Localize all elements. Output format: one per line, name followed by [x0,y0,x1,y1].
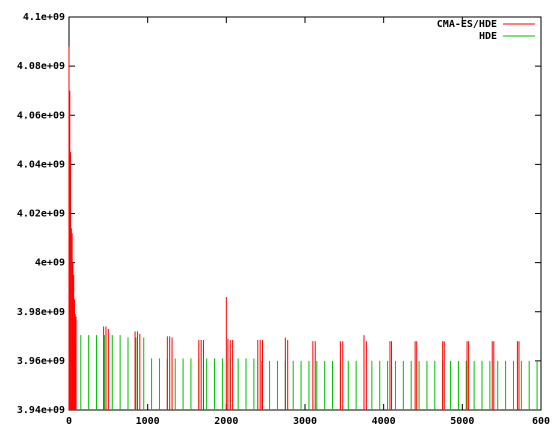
y-tick-label: 3.94e+09 [17,405,65,416]
x-tick-label: 2000 [214,416,238,426]
x-tick-label: 1000 [136,416,160,426]
legend-label: CMA-ES/HDE [437,19,497,30]
x-tick-label: 5000 [450,416,474,426]
y-tick-label: 3.96e+09 [17,356,65,367]
x-tick-label: 4000 [372,416,396,426]
y-tick-label: 4.02e+09 [17,209,65,220]
x-tick-label: 3000 [293,416,317,426]
x-tick-label: 0 [66,416,72,426]
x-tick-label: 600 [532,416,550,426]
legend-label: HDE [479,31,497,42]
y-tick-label: 4e+09 [35,258,65,269]
y-tick-label: 4.06e+09 [17,110,65,121]
y-tick-label: 3.98e+09 [17,307,65,318]
y-tick-label: 4.1e+09 [23,12,65,23]
y-tick-label: 4.04e+09 [17,159,65,170]
y-tick-label: 4.08e+09 [17,61,65,72]
